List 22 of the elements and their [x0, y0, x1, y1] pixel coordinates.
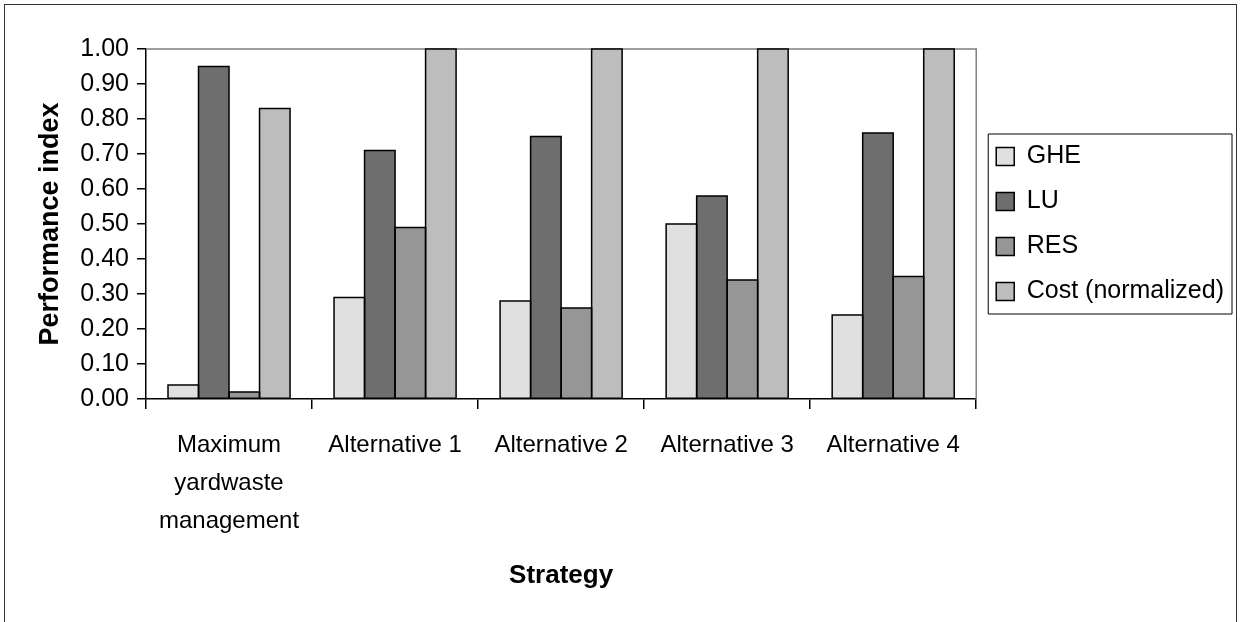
y-axis-title: Performance index: [33, 102, 64, 346]
legend-label: GHE: [1026, 140, 1081, 169]
y-tick-label: 0.60: [80, 172, 129, 201]
x-tick-label: Alternative 4: [826, 429, 960, 457]
y-tick-label: 0.00: [80, 382, 129, 411]
x-tick-label: Alternative 3: [660, 429, 794, 457]
y-tick-label: 1.00: [80, 32, 129, 61]
y-tick-label: 0.80: [80, 102, 129, 131]
legend-label: RES: [1026, 230, 1079, 259]
legend-label: LU: [1026, 185, 1059, 214]
x-tick-label: Alternative 1: [328, 429, 462, 457]
x-tick-label: Maximum yardwaste management: [158, 429, 300, 533]
y-tick-label: 0.70: [80, 137, 129, 166]
x-axis-title: Strategy: [509, 558, 614, 589]
y-tick-label: 0.90: [80, 67, 129, 96]
x-tick-label: Alternative 2: [494, 429, 628, 457]
legend-label: Cost (normalized): [1026, 275, 1224, 304]
y-tick-label: 0.50: [80, 207, 129, 236]
y-tick-label: 0.30: [80, 277, 129, 306]
y-tick-label: 0.40: [80, 242, 129, 271]
y-tick-label: 0.20: [80, 312, 129, 341]
y-tick-label: 0.10: [80, 347, 129, 376]
